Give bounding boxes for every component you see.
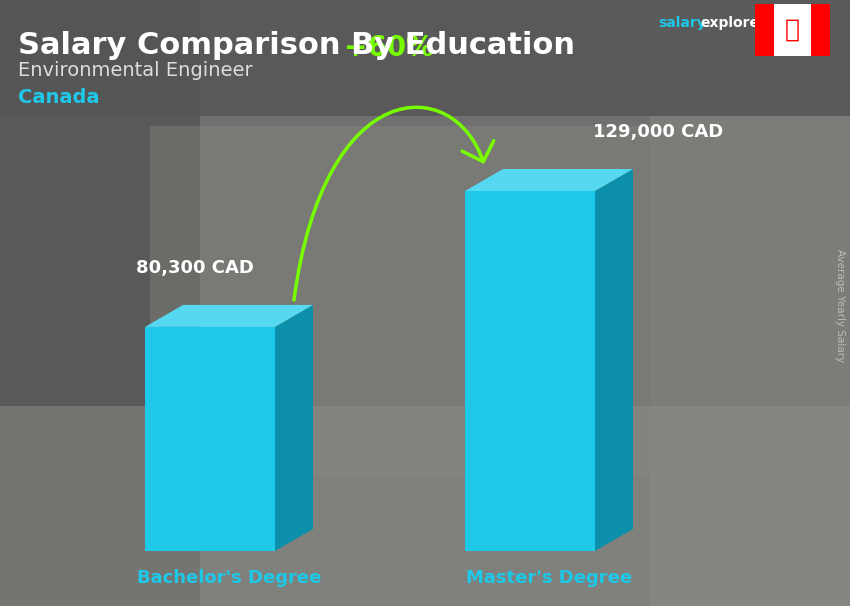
Bar bbox=[774, 4, 811, 56]
Polygon shape bbox=[145, 305, 313, 327]
Bar bbox=[0, 0, 200, 606]
Polygon shape bbox=[595, 169, 633, 551]
Text: Salary Comparison By Education: Salary Comparison By Education bbox=[18, 31, 575, 60]
Text: Environmental Engineer: Environmental Engineer bbox=[18, 61, 252, 80]
Bar bbox=[650, 0, 850, 606]
Text: Average Yearly Salary: Average Yearly Salary bbox=[835, 250, 845, 362]
Text: 129,000 CAD: 129,000 CAD bbox=[592, 123, 723, 141]
Bar bbox=[0, 406, 850, 606]
Bar bbox=[755, 4, 774, 56]
Text: +60%: +60% bbox=[344, 34, 434, 62]
Bar bbox=[150, 126, 650, 476]
Text: 🍁: 🍁 bbox=[785, 18, 800, 42]
Text: explorer.com: explorer.com bbox=[700, 16, 802, 30]
Text: salary: salary bbox=[658, 16, 705, 30]
Bar bbox=[0, 0, 850, 116]
Text: Master's Degree: Master's Degree bbox=[466, 569, 632, 587]
Text: Bachelor's Degree: Bachelor's Degree bbox=[137, 569, 321, 587]
Polygon shape bbox=[465, 191, 595, 551]
FancyArrowPatch shape bbox=[294, 107, 494, 300]
Bar bbox=[811, 4, 830, 56]
Polygon shape bbox=[275, 305, 313, 551]
Text: 80,300 CAD: 80,300 CAD bbox=[136, 259, 254, 277]
Polygon shape bbox=[465, 169, 633, 191]
Text: Canada: Canada bbox=[18, 88, 99, 107]
Polygon shape bbox=[145, 327, 275, 551]
